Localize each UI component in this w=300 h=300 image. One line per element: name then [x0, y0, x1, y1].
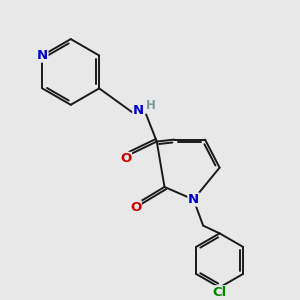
- Text: H: H: [146, 99, 156, 112]
- Text: O: O: [120, 152, 131, 165]
- Text: Cl: Cl: [212, 286, 227, 299]
- Text: N: N: [37, 49, 48, 62]
- Text: N: N: [133, 104, 144, 117]
- Text: N: N: [188, 193, 199, 206]
- Text: O: O: [130, 201, 141, 214]
